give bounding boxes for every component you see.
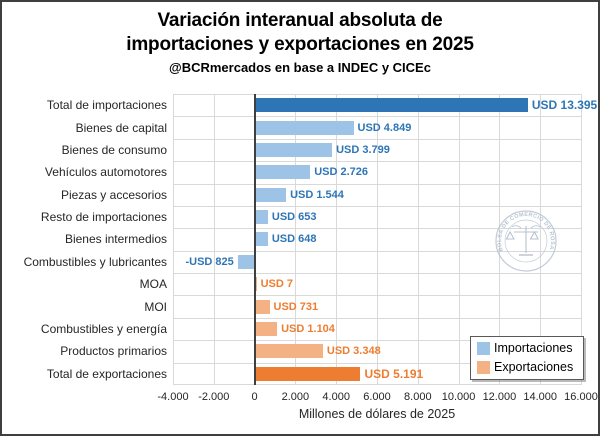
gridline-horizontal xyxy=(173,250,581,252)
legend-item-importaciones: Importaciones xyxy=(477,342,577,355)
value-label: USD 13.395 xyxy=(531,98,598,113)
bar-importaciones xyxy=(237,254,255,269)
category-label: Vehículos automotores xyxy=(44,165,167,180)
gridline-horizontal xyxy=(173,94,581,95)
bar-exportaciones xyxy=(254,277,257,292)
gridline-vertical xyxy=(173,94,174,385)
chart-row: USD 3.348 xyxy=(173,340,581,362)
chart-row: USD 7 xyxy=(173,273,581,295)
zero-axis-line xyxy=(253,94,256,385)
legend-swatch-exportaciones xyxy=(477,361,490,374)
chart-row: USD 1.104 xyxy=(173,318,581,340)
value-label: USD 7 xyxy=(260,278,293,291)
page-title-line2: importaciones y exportaciones en 2025 xyxy=(126,34,474,55)
bar-exportaciones xyxy=(254,299,270,314)
gridline-horizontal xyxy=(173,138,581,140)
page-title-line1: Variación interanual absoluta de xyxy=(157,10,443,31)
legend-swatch-importaciones xyxy=(477,342,490,355)
x-tick-label: 2.000 xyxy=(281,391,310,403)
gridline-horizontal xyxy=(173,205,581,207)
bar-importaciones xyxy=(254,120,354,135)
bar-importaciones xyxy=(254,210,268,225)
category-label: Bienes intermedios xyxy=(64,232,167,247)
chart-row: USD 1.544 xyxy=(173,184,581,206)
value-label: USD 3.799 xyxy=(336,143,390,156)
gridline-horizontal xyxy=(173,183,581,185)
gridline-vertical xyxy=(295,94,297,385)
chart-row: USD 731 xyxy=(173,295,581,317)
gridline-horizontal xyxy=(173,317,581,319)
bar-importaciones xyxy=(254,165,311,180)
legend-label-importaciones: Importaciones xyxy=(494,341,573,355)
gridline-horizontal xyxy=(173,340,581,342)
gridline-vertical xyxy=(377,94,378,385)
value-label: USD 1.544 xyxy=(290,188,344,201)
legend: Importaciones Exportaciones xyxy=(470,336,584,380)
x-tick-label: 12.000 xyxy=(482,391,517,403)
chart-row: -USD 825 xyxy=(173,251,581,273)
value-label: USD 5.191 xyxy=(364,366,424,381)
category-label: Piezas y accesorios xyxy=(60,187,167,202)
gridline-horizontal xyxy=(173,161,581,163)
category-label: MOA xyxy=(139,277,167,292)
category-label: Total de exportaciones xyxy=(46,366,167,381)
gridline-vertical xyxy=(417,94,419,385)
legend-item-exportaciones: Exportaciones xyxy=(477,361,577,374)
category-label: Bienes de capital xyxy=(75,120,167,135)
category-label: MOI xyxy=(144,299,167,314)
bar-importaciones xyxy=(254,98,528,113)
gridline-vertical xyxy=(458,94,460,385)
category-label: Total de importaciones xyxy=(46,98,167,113)
chart-row: USD 648 xyxy=(173,228,581,250)
category-label: Productos primarios xyxy=(60,344,167,359)
x-tick-label: 14.000 xyxy=(523,391,558,403)
chart-row: USD 13.395 xyxy=(173,94,597,116)
gridline-horizontal xyxy=(173,384,581,385)
bar-exportaciones xyxy=(254,322,278,337)
value-label: USD 648 xyxy=(271,233,317,246)
gridline-horizontal xyxy=(173,362,581,364)
x-tick-label: -4.000 xyxy=(157,391,189,403)
value-label: USD 3.348 xyxy=(326,345,381,358)
chart-row: USD 4.849 xyxy=(173,116,581,138)
bar-importaciones xyxy=(254,232,268,247)
chart-subtitle: @BCRmercados en base a INDEC y CICEc xyxy=(169,60,431,75)
chart-row: USD 5.191 xyxy=(173,363,581,385)
x-tick-label: 8.000 xyxy=(404,391,432,403)
gridline-horizontal xyxy=(173,295,581,297)
x-axis-title: Millones de dólares de 2025 xyxy=(298,407,456,421)
value-label: -USD 825 xyxy=(185,255,234,268)
x-tick-label: 6.000 xyxy=(363,391,391,403)
category-label: Resto de importaciones xyxy=(40,210,167,225)
chart-row: USD 653 xyxy=(173,206,581,228)
category-label: Bienes de consumo xyxy=(61,142,167,157)
x-tick-label: -2.000 xyxy=(198,391,230,403)
gridline-horizontal xyxy=(173,116,581,118)
category-label: Combustibles y energía xyxy=(40,322,167,337)
x-tick-label: 0 xyxy=(251,391,258,403)
legend-label-exportaciones: Exportaciones xyxy=(494,360,574,374)
bar-exportaciones xyxy=(254,344,323,359)
gridline-vertical xyxy=(213,94,215,385)
value-label: USD 1.104 xyxy=(281,323,335,336)
bar-exportaciones xyxy=(254,366,361,381)
value-label: USD 2.726 xyxy=(314,166,369,179)
value-label: USD 653 xyxy=(271,211,317,224)
value-label: USD 731 xyxy=(273,300,319,313)
chart-row: USD 3.799 xyxy=(173,139,581,161)
x-tick-label: 10.000 xyxy=(441,391,476,403)
chart-row: USD 2.726 xyxy=(173,161,581,183)
gridline-vertical xyxy=(336,94,338,385)
category-label: Combustibles y lubricantes xyxy=(23,254,167,269)
bar-importaciones xyxy=(254,187,287,202)
value-label: USD 4.849 xyxy=(357,121,412,134)
gridline-horizontal xyxy=(173,228,581,230)
bar-importaciones xyxy=(254,142,333,157)
plot-area: USD 13.395 USD 4.849 USD 3.799 USD 2.726 USD… xyxy=(173,94,597,385)
x-tick-label: 16.000 xyxy=(564,391,598,403)
x-tick-label: 4.000 xyxy=(322,391,350,403)
gridline-vertical xyxy=(581,94,582,385)
gridline-horizontal xyxy=(173,273,581,275)
